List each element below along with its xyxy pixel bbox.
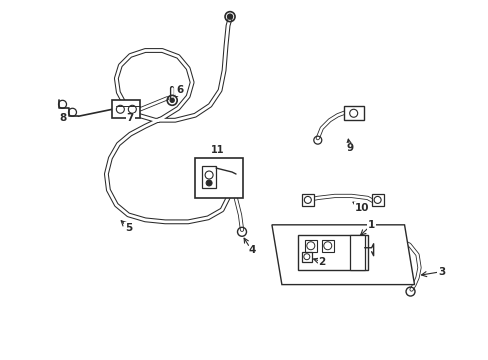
Bar [371, 194, 383, 206]
Text: 9: 9 [346, 143, 352, 153]
Bar [343, 106, 363, 120]
Text: 3: 3 [437, 267, 444, 276]
Text: 6: 6 [176, 85, 183, 95]
Text: 10: 10 [354, 203, 368, 213]
Text: 7: 7 [126, 113, 134, 123]
Text: 5: 5 [124, 223, 132, 233]
Text: 1: 1 [367, 220, 374, 230]
Polygon shape [271, 225, 414, 285]
Circle shape [227, 14, 232, 19]
Circle shape [170, 98, 174, 102]
Bar [304, 240, 316, 252]
Bar [195, 158, 243, 198]
Bar [301, 252, 311, 262]
Bar [321, 240, 333, 252]
Bar [112, 100, 140, 118]
Bar [349, 235, 364, 270]
Text: 2: 2 [318, 257, 325, 267]
Text: 11: 11 [211, 145, 224, 155]
Text: 8: 8 [59, 113, 66, 123]
Bar [301, 194, 313, 206]
Bar [202, 166, 216, 188]
Circle shape [205, 180, 212, 186]
Bar [297, 235, 367, 270]
Text: 4: 4 [248, 245, 255, 255]
